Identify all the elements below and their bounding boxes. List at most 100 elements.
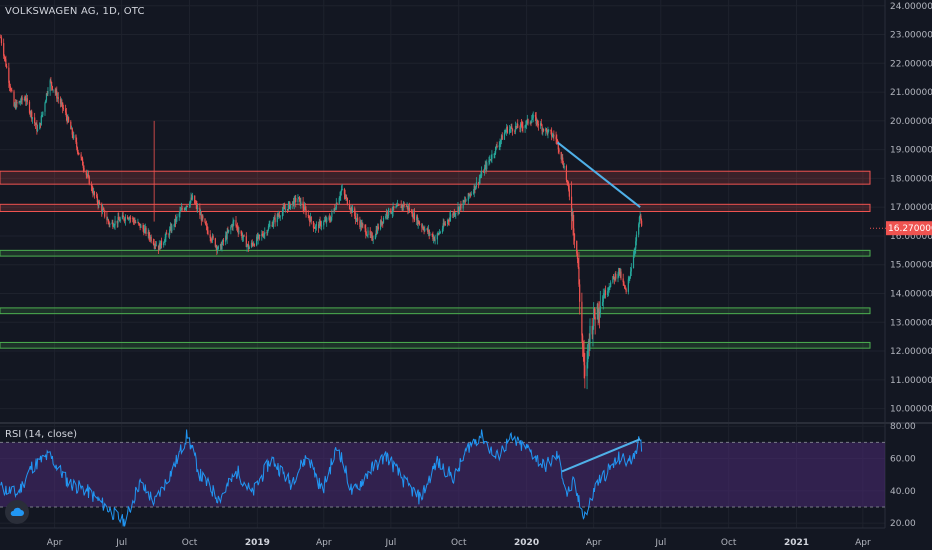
candle[interactable] [514, 129, 516, 135]
candle[interactable] [398, 204, 400, 206]
candle[interactable] [382, 216, 385, 224]
candle[interactable] [422, 225, 424, 231]
candle[interactable] [293, 196, 295, 210]
candle[interactable] [202, 214, 204, 223]
candle[interactable] [284, 204, 287, 213]
candle[interactable] [635, 231, 638, 246]
candle[interactable] [83, 165, 85, 173]
candle[interactable] [601, 295, 604, 306]
candle[interactable] [236, 222, 239, 233]
candle[interactable] [142, 223, 144, 232]
candle[interactable] [149, 235, 152, 243]
candle[interactable] [320, 220, 322, 230]
candle[interactable] [199, 203, 201, 219]
candle[interactable] [50, 77, 52, 84]
candle[interactable] [613, 274, 615, 280]
candle[interactable] [431, 233, 433, 237]
candle[interactable] [495, 146, 497, 156]
candle[interactable] [587, 338, 590, 359]
candle[interactable] [73, 132, 75, 140]
candle[interactable] [488, 156, 490, 166]
candle[interactable] [402, 204, 404, 212]
candle[interactable] [526, 114, 528, 125]
candle[interactable] [372, 235, 374, 245]
candle[interactable] [541, 123, 543, 135]
support-zone[interactable] [0, 307, 871, 315]
candle[interactable] [365, 224, 367, 239]
candle[interactable] [467, 193, 469, 205]
candle[interactable] [370, 231, 372, 238]
candle[interactable] [274, 212, 276, 227]
candle[interactable] [247, 241, 250, 252]
candle[interactable] [318, 218, 320, 229]
candle[interactable] [568, 185, 570, 201]
candle[interactable] [267, 229, 269, 236]
candle[interactable] [556, 134, 558, 145]
candle[interactable] [500, 139, 502, 148]
candle[interactable] [66, 115, 68, 125]
candle[interactable] [367, 227, 369, 239]
candle[interactable] [396, 202, 398, 207]
candle[interactable] [154, 243, 156, 251]
candle[interactable] [35, 122, 37, 126]
candle[interactable] [346, 197, 348, 206]
candle[interactable] [343, 187, 346, 200]
candle[interactable] [484, 160, 486, 170]
candle[interactable] [312, 220, 315, 232]
candle[interactable] [119, 216, 121, 223]
candle[interactable] [8, 62, 10, 88]
candle[interactable] [505, 130, 507, 133]
candle[interactable] [109, 222, 111, 228]
candle[interactable] [299, 197, 301, 207]
candle[interactable] [241, 231, 243, 241]
candle[interactable] [602, 288, 604, 310]
candle[interactable] [357, 213, 359, 225]
candle[interactable] [388, 207, 390, 219]
candle[interactable] [253, 243, 256, 247]
candle[interactable] [78, 152, 80, 155]
candle[interactable] [458, 206, 461, 215]
candle[interactable] [104, 210, 106, 219]
candle[interactable] [503, 129, 506, 140]
candle[interactable] [3, 54, 6, 62]
candle[interactable] [433, 236, 435, 242]
candle[interactable] [178, 212, 180, 221]
candle[interactable] [96, 193, 98, 206]
candle[interactable] [160, 237, 163, 249]
candle[interactable] [271, 221, 273, 228]
candle[interactable] [614, 272, 616, 281]
candle[interactable] [480, 171, 482, 179]
candle[interactable] [520, 121, 522, 133]
candle[interactable] [207, 226, 209, 236]
candle[interactable] [310, 216, 312, 225]
candle[interactable] [521, 120, 523, 132]
resistance-zone[interactable] [0, 170, 871, 185]
candle[interactable] [483, 169, 485, 174]
candle[interactable] [604, 288, 606, 299]
candle[interactable] [287, 209, 289, 214]
candle[interactable] [23, 96, 25, 102]
candle[interactable] [3, 38, 5, 59]
candle[interactable] [351, 206, 353, 217]
candle[interactable] [489, 155, 491, 165]
candle[interactable] [56, 86, 58, 102]
candle[interactable] [303, 204, 305, 215]
candle[interactable] [436, 232, 438, 245]
candle[interactable] [42, 111, 44, 117]
candle[interactable] [413, 208, 416, 222]
candle[interactable] [118, 212, 120, 220]
candle[interactable] [633, 248, 635, 258]
candle[interactable] [200, 211, 202, 226]
candle[interactable] [539, 121, 542, 129]
candle[interactable] [242, 232, 244, 242]
candle[interactable] [411, 209, 413, 217]
candle[interactable] [166, 229, 168, 235]
candle[interactable] [168, 232, 170, 238]
candle[interactable] [354, 212, 357, 225]
candle[interactable] [493, 153, 495, 159]
candle[interactable] [438, 229, 441, 235]
candle[interactable] [334, 206, 337, 211]
candle[interactable] [531, 113, 534, 120]
candle[interactable] [273, 216, 275, 229]
